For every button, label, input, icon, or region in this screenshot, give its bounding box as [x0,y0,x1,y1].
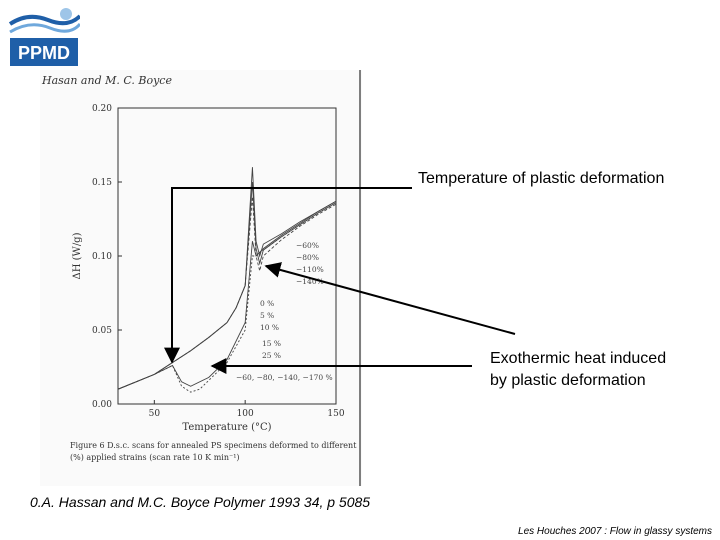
temperature-callout-text: Temperature of plastic deformation [418,170,665,187]
exothermic-callout: Exothermic heat induced by plastic defor… [490,348,666,392]
y-tick-label-1: 0.05 [92,326,112,336]
series-label-2: −110% [296,265,324,274]
series-label-4: 0 % [260,299,274,308]
temp-arrow [164,187,412,364]
curve-2 [117,196,337,390]
temperature-callout: Temperature of plastic deformation [418,168,664,190]
ppmd-logo: PPMD [8,4,80,68]
series-label-9: −60, −80, −140, −170 % [236,373,333,382]
exothermic-line-2: by plastic deformation [490,372,646,389]
x-tick-label-1: 100 [237,409,254,419]
footer: Les Houches 2007 : Flow in glassy system… [518,526,712,537]
series-label-5: 5 % [260,311,274,320]
x-axis-label: Temperature (°C) [182,422,271,433]
series-label-7: 15 % [262,339,281,348]
exothermic-line-1: Exothermic heat induced [490,350,667,367]
caption-line-2: (%) applied strains (scan rate 10 K min⁻… [70,453,240,462]
y-tick-label-2: 0.10 [92,252,112,262]
figure-header: Hasan and M. C. Boyce [41,74,172,87]
series-label-8: 25 % [262,351,281,360]
y-axis-label: ΔH (W/g) [72,232,83,279]
y-tick-label-4: 0.20 [92,104,112,114]
series-label-1: −80% [296,253,319,262]
series-label-0: −60% [296,241,319,250]
series-label-6: 10 % [260,323,279,332]
caption-line-1: Figure 6 D.s.c. scans for annealed PS sp… [70,441,357,450]
y-tick-labels: 0.00 0.05 0.10 0.15 0.20 [92,104,122,410]
x-tick-label-2: 150 [327,409,344,419]
curves [117,167,337,393]
dsc-chart: Hasan and M. C. Boyce 0.000.050.100.150.… [41,70,361,486]
series-label-3: −140% [296,277,324,286]
curve-3 [117,200,337,390]
exo-arrow-upper [264,262,516,335]
series-labels: −60% −80% −110% −140% 0 % 5 % 10 % 15 % 25 % −60,… [236,241,333,382]
x-tick-label-0: 50 [149,409,161,419]
x-tick-labels: 50 100 150 [149,400,345,419]
logo-text: PPMD [18,43,70,63]
y-tick-label-0: 0.00 [92,400,112,410]
y-tick-label-3: 0.15 [92,178,112,188]
citation: 0.A. Hassan and M.C. Boyce Polymer 1993 … [30,494,371,510]
